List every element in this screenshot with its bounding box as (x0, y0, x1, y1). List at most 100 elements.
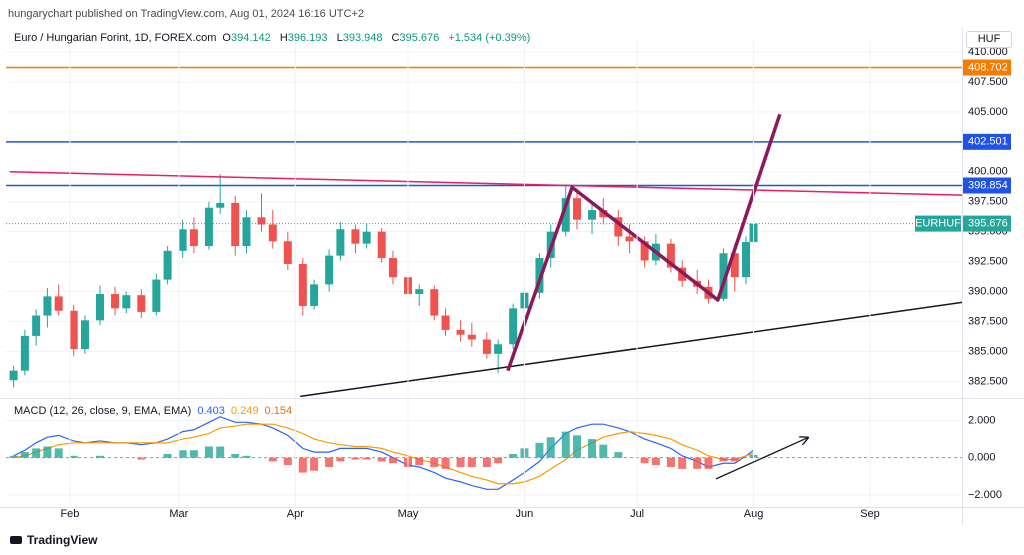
histogram-bar (325, 457, 334, 467)
pane (6, 51, 962, 397)
level-label: 408.702 (968, 61, 1008, 73)
histogram-bar (137, 457, 146, 460)
candle-body (257, 217, 266, 225)
candle-body (482, 339, 491, 354)
ohlc: O394.142 (222, 32, 273, 44)
logo (10, 536, 22, 544)
trend-line (715, 438, 808, 480)
level-label-box (963, 133, 1011, 150)
ohlc-value: 396.193 (287, 32, 328, 44)
candle-body (43, 296, 52, 316)
histogram-bar (351, 457, 360, 460)
brand-text: TradingView (27, 533, 98, 547)
candle-body (494, 344, 503, 354)
y-tick-label: 400.000 (968, 166, 1008, 178)
candle-body (666, 243, 675, 268)
histogram-bar (651, 457, 660, 466)
candle-body (614, 217, 623, 237)
trend-line (506, 113, 782, 372)
candle-body (362, 231, 371, 244)
candle-body (351, 229, 360, 244)
y-tick-label: 397.500 (968, 196, 1008, 208)
candle-body (456, 329, 465, 335)
candle-body (588, 210, 597, 220)
symbol-title: Euro / Hungarian Forint, 1D, FOREX.com (14, 32, 217, 44)
candle-body (388, 258, 397, 278)
histogram-bar (415, 457, 424, 466)
change: +1.534 (+0.39%) (448, 32, 531, 44)
ohlc: L393.948 (337, 32, 386, 44)
ohlc-letter: L (336, 32, 343, 44)
y-tick-label: 387.500 (968, 315, 1008, 327)
histogram-bar (561, 431, 570, 458)
level-label: 398.854 (968, 179, 1008, 191)
ohlc-letter: C (391, 32, 400, 44)
level-label: 402.501 (968, 136, 1008, 148)
candle-body (336, 229, 345, 256)
x-tick-label: Apr (287, 508, 304, 520)
x-tick-label: May (398, 508, 419, 520)
histogram-bar (377, 457, 386, 462)
histogram-bar (283, 457, 292, 466)
footer-brand: TradingView (10, 533, 100, 547)
x-tick-label: Jun (516, 508, 534, 520)
symbol-legend: Euro / Hungarian Forint, 1D, FOREX.com O… (14, 32, 533, 44)
candle-body (69, 310, 78, 350)
x-tick-label: Mar (169, 508, 188, 520)
symbol-box (915, 215, 961, 232)
histogram-bar (599, 444, 608, 458)
candle-body (122, 295, 131, 309)
price-label: 395.676 (968, 217, 1008, 229)
candle-body (310, 284, 319, 306)
y-tick-label: 405.000 (968, 106, 1008, 118)
candle-body (95, 293, 104, 321)
y-tick-label: 0.000 (968, 452, 996, 464)
y-tick-label: 382.500 (968, 375, 1008, 387)
candle-body (111, 293, 120, 309)
candle-body (640, 241, 649, 261)
candle-body (573, 198, 582, 220)
y-tick-label: 390.000 (968, 285, 1008, 297)
y-tick-label: 392.500 (968, 256, 1008, 268)
histogram-bar (467, 457, 476, 467)
histogram-bar (456, 457, 465, 467)
candle-body (216, 202, 225, 208)
candle-body (9, 370, 18, 381)
candle-body (54, 296, 63, 311)
ohlc: H396.193 (280, 32, 331, 44)
histogram-bar (178, 450, 187, 458)
candle-body (325, 255, 334, 285)
candle-body (137, 295, 146, 312)
x-tick-label: Aug (744, 508, 764, 520)
histogram-bar (189, 450, 198, 458)
histogram-bar (43, 446, 52, 458)
candle-body (625, 236, 634, 242)
candle-body (32, 315, 41, 336)
candle-body (231, 202, 240, 247)
signal-value: 0.249 (230, 405, 259, 417)
level-label-box (963, 177, 1011, 194)
macd-line (13, 416, 754, 490)
histogram-bar (535, 442, 544, 458)
histogram-bar (693, 457, 702, 469)
currency-box[interactable]: HUF (966, 31, 1012, 48)
histogram-bar (388, 457, 397, 464)
x-tick-label: Sep (860, 508, 880, 520)
publish-note: hungarychart published on TradingView.co… (8, 8, 365, 20)
histogram-bar (494, 457, 503, 464)
histogram-bar (614, 452, 623, 458)
histogram-bar (204, 446, 213, 458)
histogram-bar (719, 457, 728, 462)
candle-body (189, 229, 198, 247)
histogram-value: 0.154 (264, 405, 293, 417)
histogram-bar (509, 453, 518, 458)
macd-line (13, 423, 754, 485)
candle-body (599, 210, 608, 218)
symbol-label: EURHUF (915, 217, 961, 229)
candle-body (283, 241, 292, 265)
candle-body (204, 207, 213, 247)
histogram-bar (430, 457, 439, 467)
ohlc-value: 393.948 (342, 32, 383, 44)
